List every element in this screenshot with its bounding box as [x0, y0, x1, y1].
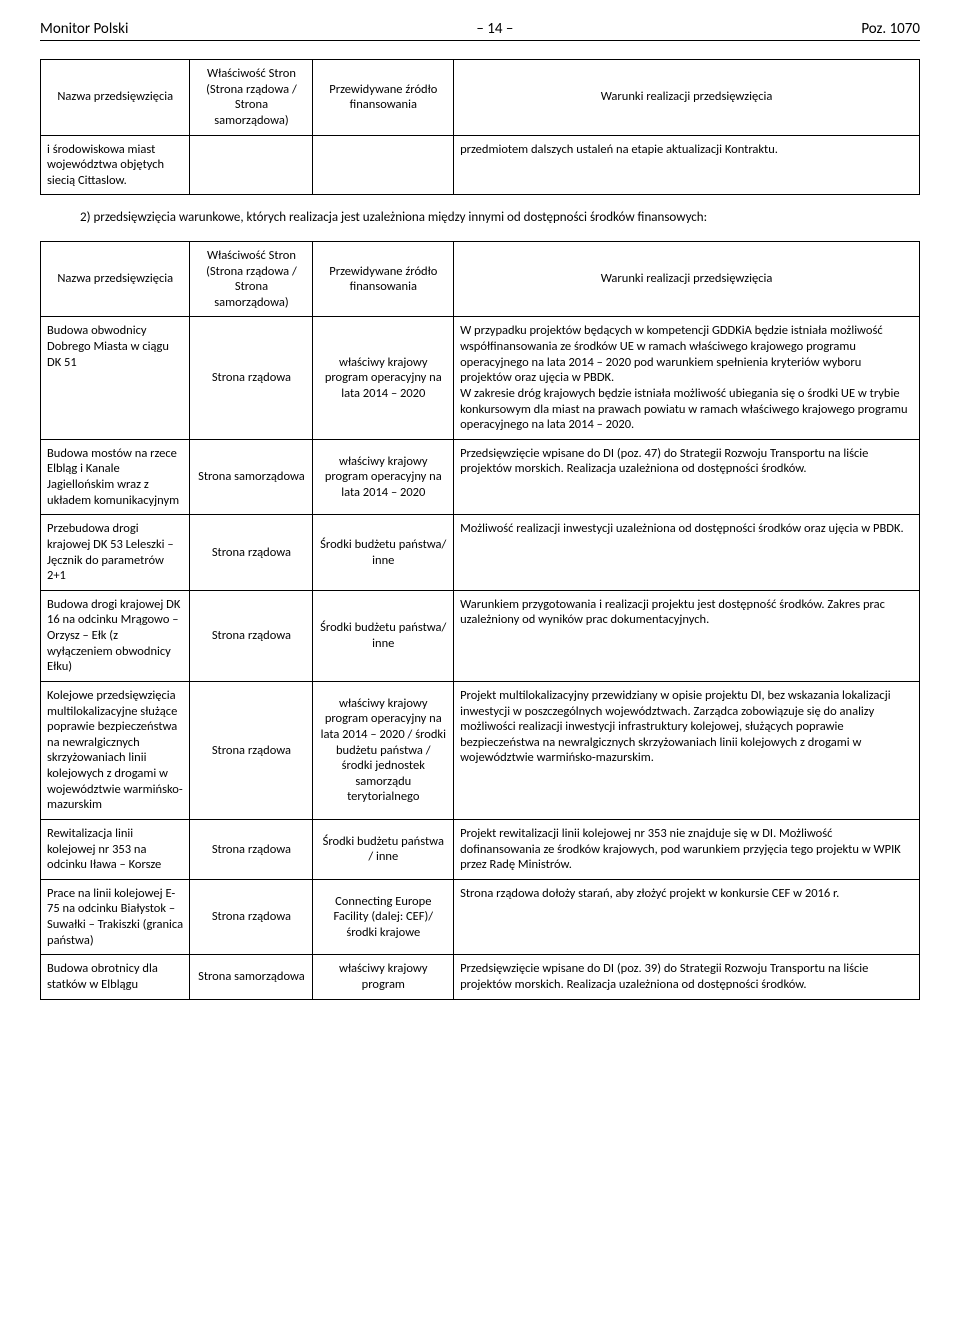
table-row: Budowa obrotnicy dla statków w Elblągu S… — [41, 955, 920, 999]
table-cell: W przypadku projektów będących w kompete… — [454, 317, 920, 439]
table-cell: Środki budżetu państwa/ inne — [313, 590, 454, 681]
table-header-cell: Nazwa przedsięwzięcia — [41, 241, 190, 317]
table-cell: Budowa obwodnicy Dobrego Miasta w ciągu … — [41, 317, 190, 439]
table-row: Nazwa przedsięwzięcia Właściwość Stron (… — [41, 241, 920, 317]
table-header-cell: Właściwość Stron (Strona rządowa / Stron… — [190, 60, 313, 136]
table-cell: Budowa mostów na rzece Elbląg i Kanale J… — [41, 439, 190, 515]
table-header-cell: Przewidywane źródło finansowania — [313, 60, 454, 136]
table-cell: Strona samorządowa — [190, 439, 313, 515]
table-cell: Projekt rewitalizacji linii kolejowej nr… — [454, 819, 920, 879]
table-2: Nazwa przedsięwzięcia Właściwość Stron (… — [40, 241, 920, 1000]
table-header-cell: Nazwa przedsięwzięcia — [41, 60, 190, 136]
table-cell: właściwy krajowy program operacyjny na l… — [313, 317, 454, 439]
table-cell: i środowiskowa miast województwa objętyc… — [41, 135, 190, 195]
table-cell: Kolejowe przedsięwzięcia multilokalizacy… — [41, 681, 190, 819]
page-header: Monitor Polski – 14 – Poz. 1070 — [40, 20, 920, 41]
table-row: Budowa obwodnicy Dobrego Miasta w ciągu … — [41, 317, 920, 439]
table-cell: Prace na linii kolejowej E-75 na odcinku… — [41, 879, 190, 955]
table-cell — [190, 135, 313, 195]
table-cell: Środki budżetu państwa / inne — [313, 819, 454, 879]
header-mid: – 14 – — [476, 20, 513, 38]
table-cell: Strona rządowa — [190, 681, 313, 819]
table-cell: przedmiotem dalszych ustaleń na etapie a… — [454, 135, 920, 195]
table-cell: Strona rządowa — [190, 590, 313, 681]
table-cell: Przebudowa drogi krajowej DK 53 Leleszki… — [41, 515, 190, 591]
table-cell: Strona rządowa — [190, 317, 313, 439]
header-right: Poz. 1070 — [861, 20, 920, 38]
table-cell: Przedsięwzięcie wpisane do DI (poz. 39) … — [454, 955, 920, 999]
table-row: Budowa mostów na rzece Elbląg i Kanale J… — [41, 439, 920, 515]
table-row: Nazwa przedsięwzięcia Właściwość Stron (… — [41, 60, 920, 136]
table-cell: Środki budżetu państwa/ inne — [313, 515, 454, 591]
table-header-cell: Warunki realizacji przedsięwzięcia — [454, 60, 920, 136]
table-cell: Connecting Europe Facility (dalej: CEF)/… — [313, 879, 454, 955]
table-cell: właściwy krajowy program operacyjny na l… — [313, 681, 454, 819]
table-row: Prace na linii kolejowej E-75 na odcinku… — [41, 879, 920, 955]
table-header-cell: Przewidywane źródło finansowania — [313, 241, 454, 317]
table-cell: Strona rządowa — [190, 879, 313, 955]
header-left: Monitor Polski — [40, 20, 128, 38]
section-note: 2) przedsięwzięcia warunkowe, których re… — [80, 209, 920, 227]
table-cell: właściwy krajowy program — [313, 955, 454, 999]
table-row: Budowa drogi krajowej DK 16 na odcinku M… — [41, 590, 920, 681]
table-cell — [313, 135, 454, 195]
table-cell: właściwy krajowy program operacyjny na l… — [313, 439, 454, 515]
table-cell: Projekt multilokalizacyjny przewidziany … — [454, 681, 920, 819]
table-cell: Rewitalizacja linii kolejowej nr 353 na … — [41, 819, 190, 879]
table-cell: Warunkiem przygotowania i realizacji pro… — [454, 590, 920, 681]
table-row: i środowiskowa miast województwa objętyc… — [41, 135, 920, 195]
table-row: Kolejowe przedsięwzięcia multilokalizacy… — [41, 681, 920, 819]
table-cell: Budowa drogi krajowej DK 16 na odcinku M… — [41, 590, 190, 681]
table-cell: Strona rządowa — [190, 515, 313, 591]
table-cell: Przedsięwzięcie wpisane do DI (poz. 47) … — [454, 439, 920, 515]
table-header-cell: Właściwość Stron (Strona rządowa / Stron… — [190, 241, 313, 317]
table-cell: Strona samorządowa — [190, 955, 313, 999]
table-cell: Budowa obrotnicy dla statków w Elblągu — [41, 955, 190, 999]
table-header-cell: Warunki realizacji przedsięwzięcia — [454, 241, 920, 317]
table-cell: Strona rządowa dołoży starań, aby złożyć… — [454, 879, 920, 955]
page: Monitor Polski – 14 – Poz. 1070 Nazwa pr… — [0, 0, 960, 1040]
table-cell: Możliwość realizacji inwestycji uzależni… — [454, 515, 920, 591]
table-cell: Strona rządowa — [190, 819, 313, 879]
table-row: Przebudowa drogi krajowej DK 53 Leleszki… — [41, 515, 920, 591]
table-row: Rewitalizacja linii kolejowej nr 353 na … — [41, 819, 920, 879]
table-1: Nazwa przedsięwzięcia Właściwość Stron (… — [40, 59, 920, 195]
